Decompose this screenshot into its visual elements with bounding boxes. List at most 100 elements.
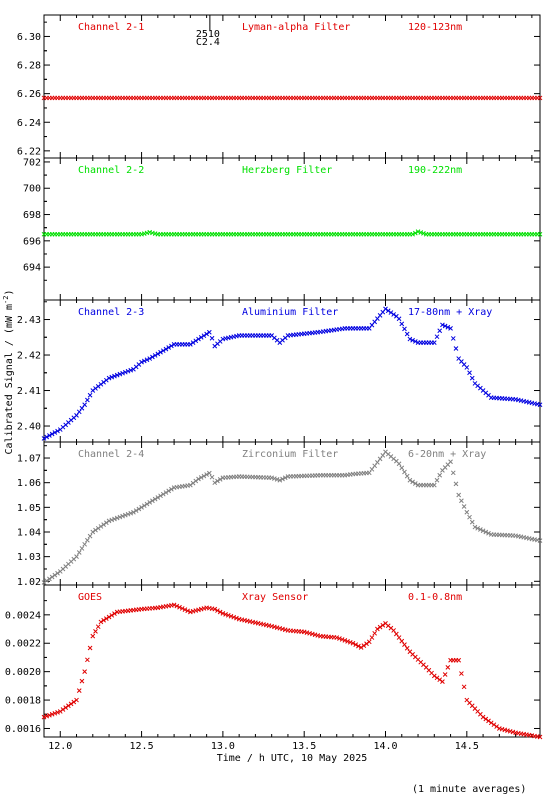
data-point — [177, 604, 182, 610]
data-point — [109, 517, 115, 523]
data-point — [204, 331, 209, 337]
data-point — [272, 476, 277, 481]
data-point — [364, 641, 369, 647]
data-point — [79, 678, 85, 684]
data-point — [44, 578, 50, 584]
data-point — [434, 477, 440, 483]
data-point — [112, 611, 117, 617]
data-point — [120, 370, 125, 376]
data-point — [117, 514, 123, 520]
data-point — [483, 716, 489, 722]
panel-band-label: 0.1-0.8nm — [408, 592, 462, 603]
panel-filter-label: Xray Sensor — [242, 592, 308, 603]
data-point — [342, 638, 348, 643]
y-tick-label: 2.43 — [17, 315, 41, 326]
data-point — [133, 508, 139, 513]
data-point — [204, 472, 209, 477]
data-point — [356, 643, 361, 649]
data-point — [369, 635, 375, 640]
data-point — [375, 626, 380, 632]
data-point — [95, 525, 101, 531]
data-point — [196, 476, 201, 482]
data-point — [396, 316, 402, 322]
data-point — [90, 529, 96, 535]
data-point — [41, 580, 47, 585]
data-point — [280, 476, 285, 482]
data-point — [82, 541, 88, 547]
data-point — [155, 351, 161, 357]
data-point — [412, 481, 418, 486]
data-point — [282, 475, 288, 481]
data-point — [66, 703, 71, 709]
data-point — [131, 509, 136, 515]
data-point — [206, 329, 212, 335]
data-point — [169, 343, 174, 349]
data-point — [277, 477, 283, 483]
y-tick-label: 0.0020 — [5, 667, 41, 678]
data-point — [209, 335, 215, 341]
data-point — [358, 645, 364, 650]
data-point — [404, 645, 410, 651]
data-point — [434, 675, 440, 681]
data-point — [231, 614, 237, 620]
panel-2: 694 696 698 700 702 Channel 2-2 Herzberg Filte… — [23, 157, 543, 301]
data-point — [537, 402, 543, 408]
panel-5: 0.0016 0.0018 0.0020 0.0022 0.0024 GOES Xray S… — [5, 584, 543, 740]
data-point — [410, 231, 415, 237]
data-point — [141, 503, 147, 509]
data-point — [442, 323, 448, 329]
data-point — [190, 340, 196, 345]
data-point — [74, 554, 79, 560]
data-point — [44, 434, 50, 440]
data-point — [366, 470, 372, 476]
data-point — [464, 509, 470, 515]
panel-channel-label: Channel 2-3 — [78, 307, 144, 318]
panel-channel-label: Channel 2-1 — [78, 22, 144, 33]
data-point — [139, 359, 144, 365]
y-tick-label: 0.0024 — [5, 610, 41, 621]
data-point — [60, 707, 66, 712]
data-point — [223, 612, 228, 617]
data-point — [537, 95, 543, 101]
data-point — [101, 617, 106, 623]
data-point — [220, 611, 226, 616]
data-point — [55, 710, 60, 715]
data-point — [402, 326, 407, 332]
data-point — [103, 520, 109, 526]
data-point — [217, 477, 223, 482]
data-point — [79, 546, 85, 551]
y-tick-label: 0.0018 — [5, 696, 41, 707]
y-tick-label: 700 — [23, 184, 41, 195]
data-point — [372, 463, 378, 469]
x-tick-label: 13.5 — [292, 741, 316, 752]
data-point — [440, 679, 445, 684]
data-point — [150, 498, 155, 504]
data-point — [87, 645, 93, 651]
data-point — [188, 342, 193, 347]
data-point — [87, 392, 93, 398]
data-point — [193, 338, 199, 344]
data-point — [467, 370, 472, 376]
data-point — [212, 606, 218, 612]
data-point — [139, 504, 144, 510]
data-point — [461, 684, 467, 690]
data-point — [47, 576, 52, 582]
data-point — [122, 369, 128, 375]
data-point — [120, 513, 125, 519]
data-point — [469, 519, 475, 525]
data-point — [155, 495, 161, 500]
data-point — [76, 409, 82, 415]
data-point — [431, 340, 437, 345]
data-point — [141, 358, 147, 364]
data-point — [393, 631, 399, 637]
data-point — [337, 636, 342, 641]
panel-channel-label: GOES — [78, 592, 102, 603]
y-tick-label: 6.26 — [17, 89, 41, 100]
data-point — [144, 501, 150, 507]
panel-1: 6.22 6.24 6.26 6.28 6.30 Channel 2-1 Lyman-alp… — [17, 14, 543, 159]
data-point — [478, 527, 483, 532]
data-point — [101, 522, 106, 527]
data-point — [106, 375, 112, 381]
data-point — [95, 624, 101, 630]
data-point — [450, 470, 456, 476]
